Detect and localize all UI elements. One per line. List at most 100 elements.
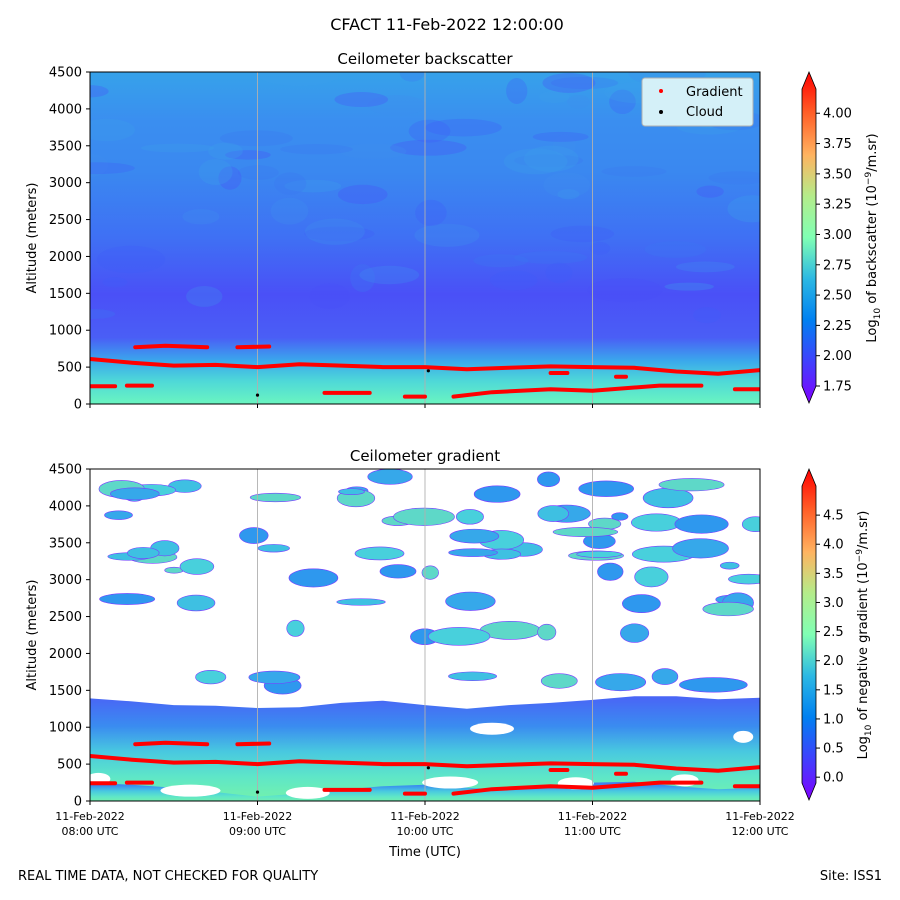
backscatter-cell	[182, 209, 220, 225]
gradient-patch	[672, 538, 729, 559]
backscatter-cell	[523, 145, 579, 172]
gradient-patch	[195, 669, 227, 685]
colorbar-tick-label: 2.0	[823, 654, 844, 669]
gradient-patch	[257, 544, 290, 553]
gradient-patch	[651, 668, 679, 685]
backscatter-cell	[489, 270, 538, 291]
y-tick-label: 0	[74, 795, 82, 810]
gradient-patch	[379, 564, 417, 579]
colorbar-tick-label: 2.75	[823, 258, 852, 273]
backscatter-cell	[334, 92, 389, 108]
colorbar-tick-label: 3.75	[823, 137, 852, 152]
x-tick-label-time: 09:00 UTC	[229, 825, 286, 838]
backscatter-cell	[552, 134, 576, 157]
footer-quality-note: REAL TIME DATA, NOT CHECKED FOR QUALITY	[18, 869, 319, 884]
y-tick-label: 4000	[49, 102, 82, 117]
backscatter-cell	[367, 95, 426, 116]
gradient-patch	[595, 673, 647, 692]
colorbar-tick-label: 1.0	[823, 712, 844, 727]
gradient-patch	[620, 623, 650, 643]
backscatter-cell	[90, 85, 109, 98]
y-tick-label: 4000	[49, 499, 82, 514]
legend-gradient-label: Gradient	[686, 85, 743, 100]
colorbar-tick-label: 2.5	[823, 625, 844, 640]
x-tick-label-date: 11-Feb-2022	[558, 810, 627, 823]
gradient-patch	[578, 480, 634, 497]
backscatter-cell	[304, 218, 365, 245]
gradient-patch	[630, 513, 682, 532]
y-tick-label: 500	[57, 758, 82, 773]
legend-cloud-marker	[659, 110, 663, 114]
colorbar-tick-label: 3.25	[823, 198, 852, 213]
gradient-patch	[622, 594, 661, 613]
backscatter-cell	[350, 264, 375, 293]
gradient-patch	[552, 527, 619, 537]
backscatter-cell	[693, 307, 721, 324]
figure-suptitle: CFACT 11-Feb-2022 12:00:00	[330, 15, 564, 34]
gradient-patch	[537, 623, 557, 641]
gradient-gradient-lines	[90, 740, 760, 796]
backscatter-cell	[90, 162, 135, 175]
gradient-patch	[679, 677, 748, 693]
cloud-point	[255, 393, 260, 397]
colorbar-tick-label: 4.00	[823, 107, 852, 122]
backscatter-cell	[664, 282, 714, 291]
backscatter-cell	[708, 171, 760, 185]
y-tick-label: 0	[74, 398, 82, 413]
colorbar-tick-label: 3.50	[823, 167, 852, 182]
backscatter-cell	[514, 251, 588, 264]
colorbar-tick-label: 2.00	[823, 349, 852, 364]
gradient-patch	[109, 487, 160, 501]
backscatter-cell	[473, 254, 529, 268]
gradient-colorbar-label-end: /m.sr)	[856, 511, 871, 549]
gradient-colorbar-bar	[801, 467, 817, 802]
backscatter-cell	[532, 131, 589, 142]
colorbar-tick-label: 0.5	[823, 742, 844, 757]
backscatter-cell	[503, 148, 568, 175]
backscatter-cell	[506, 77, 528, 104]
backscatter-cell	[270, 197, 309, 225]
backscatter-title: Ceilometer backscatter	[337, 50, 513, 68]
gradient-line	[133, 343, 210, 350]
backscatter-cell	[545, 262, 573, 284]
gradient-patch	[448, 671, 498, 681]
gradient-xlabel: Time (UTC)	[388, 845, 461, 860]
gradient-patch	[719, 561, 740, 570]
gradient-colorbar-label: Log10 of negative gradient (10−9/m.sr)	[855, 511, 874, 760]
backscatter-cell	[550, 225, 615, 243]
backscatter-cell	[219, 130, 293, 147]
gradient-patch	[658, 478, 725, 492]
backscatter-cell	[90, 153, 108, 177]
gradient-patch	[239, 527, 269, 544]
colorbar-tick-label: 2.50	[823, 289, 852, 304]
backscatter-cell	[557, 189, 580, 200]
y-tick-label: 2500	[49, 213, 82, 228]
backscatter-panel: Ceilometer backscatter 0 500 1000 1500 2000 2…	[25, 50, 883, 413]
colorbar-tick-label: 3.0	[823, 596, 844, 611]
gradient-gap	[422, 776, 479, 789]
backscatter-cell	[259, 72, 339, 86]
cloud-point	[255, 790, 260, 794]
x-tick-label-date: 11-Feb-2022	[390, 810, 459, 823]
legend: Gradient Cloud	[641, 77, 754, 127]
gradient-colorbar-ticks: 0.0 0.5 1.0 1.5 2.0 2.5 3.0 3.5 4.0 4.5	[816, 509, 844, 786]
colorbar-tick-label: 3.5	[823, 567, 844, 582]
gradient-patch	[176, 594, 216, 612]
gradient-patch	[421, 565, 439, 580]
backscatter-cell	[415, 199, 447, 226]
backscatter-cell	[566, 95, 591, 109]
gradient-colorbar-label-sup: −9	[855, 549, 865, 563]
backscatter-cell	[218, 166, 242, 190]
y-tick-label: 4500	[49, 463, 82, 478]
backscatter-cell	[225, 150, 271, 160]
y-tick-label: 4500	[49, 66, 82, 81]
x-tick-label-date: 11-Feb-2022	[223, 810, 292, 823]
backscatter-cell	[587, 278, 663, 303]
backscatter-colorbar: 1.75 2.00 2.25 2.50 2.75 3.00 3.25 3.50 3.75 4.00…	[801, 70, 883, 405]
x-tick-label-time: 08:00 UTC	[61, 825, 118, 838]
gradient-patch	[597, 562, 624, 581]
legend-gradient-marker	[659, 89, 663, 93]
gradient-colorbar-label-sub: 10	[864, 724, 874, 736]
gradient-patch	[634, 566, 669, 588]
colorbar-tick-label: 1.5	[823, 683, 844, 698]
